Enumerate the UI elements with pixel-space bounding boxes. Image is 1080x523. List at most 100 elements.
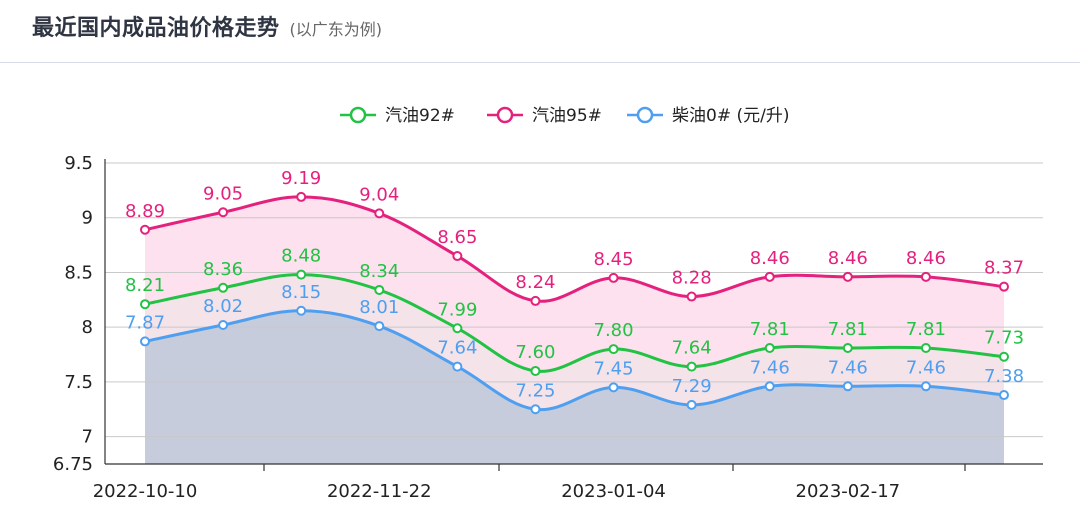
- data-point: [296, 191, 307, 202]
- data-point: [686, 361, 697, 372]
- data-point: [140, 336, 150, 347]
- data-label: 8.28: [672, 268, 712, 289]
- data-label: 7.38: [984, 366, 1024, 387]
- data-label: 8.02: [203, 296, 243, 317]
- data-point: [374, 284, 385, 295]
- data-point: [218, 207, 229, 218]
- data-point: [608, 344, 619, 355]
- series-points: [140, 191, 1009, 415]
- data-label: 8.37: [984, 258, 1024, 279]
- data-point: [764, 381, 775, 392]
- header-divider: [0, 62, 1080, 63]
- data-label: 7.81: [828, 319, 868, 340]
- data-point: [999, 281, 1009, 292]
- data-label: 8.46: [828, 248, 868, 269]
- data-point: [608, 272, 619, 283]
- data-label: 8.01: [359, 297, 399, 318]
- data-point: [374, 321, 385, 332]
- data-point: [920, 271, 931, 282]
- data-point: [530, 365, 541, 376]
- data-label: 7.46: [828, 357, 868, 378]
- data-label: 7.81: [750, 319, 790, 340]
- data-label: 7.46: [750, 357, 790, 378]
- data-label: 8.21: [125, 275, 165, 296]
- legend-marker: [349, 106, 367, 124]
- data-point: [218, 282, 229, 293]
- data-label: 9.04: [359, 184, 399, 205]
- data-label: 7.64: [437, 338, 477, 359]
- area-fill-2: [145, 310, 1004, 464]
- data-label: 8.46: [906, 248, 946, 269]
- data-point: [530, 404, 541, 415]
- data-point: [608, 382, 619, 393]
- data-point: [764, 271, 775, 282]
- y-tick-label: 7.5: [64, 372, 93, 393]
- data-point: [686, 399, 697, 410]
- y-tick-label: 6.75: [53, 454, 93, 475]
- data-label: 8.65: [437, 227, 477, 248]
- y-tick-label: 8.5: [64, 262, 93, 283]
- data-label: 9.19: [281, 168, 321, 189]
- data-point: [140, 299, 150, 310]
- data-label: 7.99: [437, 299, 477, 320]
- y-tick-label: 9: [82, 208, 93, 229]
- data-point: [452, 323, 463, 334]
- y-tick-label: 9.5: [64, 153, 93, 174]
- data-label: 8.36: [203, 259, 243, 280]
- data-point: [296, 269, 307, 280]
- chart-subtitle: (以广东为例): [289, 20, 383, 39]
- data-point: [920, 342, 931, 353]
- data-point: [452, 361, 463, 372]
- data-label: 7.73: [984, 328, 1024, 349]
- legend-label: 汽油92#: [385, 106, 455, 126]
- data-label: 8.34: [359, 261, 399, 282]
- data-label: 8.45: [594, 249, 634, 270]
- data-point: [686, 291, 697, 302]
- data-label: 7.60: [515, 342, 555, 363]
- y-tick-label: 8: [82, 317, 93, 338]
- data-label: 7.80: [594, 320, 634, 341]
- data-label: 9.05: [203, 183, 243, 204]
- data-point: [920, 381, 931, 392]
- legend-label: 汽油95#: [532, 106, 602, 126]
- data-label: 7.87: [125, 312, 165, 333]
- data-point: [296, 305, 307, 316]
- chart-title: 最近国内成品油价格走势: [32, 16, 280, 41]
- data-point: [530, 295, 541, 306]
- data-label: 8.46: [750, 248, 790, 269]
- data-label: 7.25: [515, 380, 555, 401]
- data-label: 7.45: [594, 358, 634, 379]
- data-point: [452, 251, 463, 262]
- data-point: [842, 381, 853, 392]
- data-label: 8.89: [125, 201, 165, 222]
- data-point: [842, 342, 853, 353]
- x-tick-label: 2022-10-10: [93, 481, 198, 502]
- data-point: [999, 390, 1009, 401]
- y-tick-label: 7: [82, 427, 93, 448]
- data-labels: 8.89 9.05 9.19 9.04 8.65 8.24 8.45 8.28 8.46 8.46…: [125, 168, 1024, 401]
- data-label: 8.48: [281, 246, 321, 267]
- grid-lines: [105, 162, 1043, 438]
- data-label: 8.24: [515, 272, 555, 293]
- legend-marker: [496, 106, 514, 124]
- area-fills: [145, 196, 1004, 465]
- x-tick-label: 2022-11-22: [327, 481, 432, 502]
- chart-header: 最近国内成品油价格走势 (以广东为例): [32, 10, 382, 42]
- data-label: 8.15: [281, 282, 321, 303]
- data-label: 7.81: [906, 319, 946, 340]
- x-tick-label: 2023-02-17: [796, 481, 901, 502]
- data-point: [764, 342, 775, 353]
- data-point: [374, 208, 385, 219]
- legend-label: 柴油0# (元/升): [672, 106, 789, 126]
- data-label: 7.46: [906, 357, 946, 378]
- data-point: [999, 351, 1009, 362]
- legend-marker: [636, 106, 654, 124]
- data-point: [842, 271, 853, 282]
- data-label: 7.29: [672, 376, 712, 397]
- data-point: [218, 319, 229, 330]
- data-label: 7.64: [672, 338, 712, 359]
- axes: 6.75 7 7.5 8 8.5 9 9.5 2022-10-10 2022-11-22 2023…: [53, 153, 1043, 502]
- data-point: [140, 224, 150, 235]
- legend: 汽油92# 汽油95# 柴油0# (元/升): [340, 106, 789, 126]
